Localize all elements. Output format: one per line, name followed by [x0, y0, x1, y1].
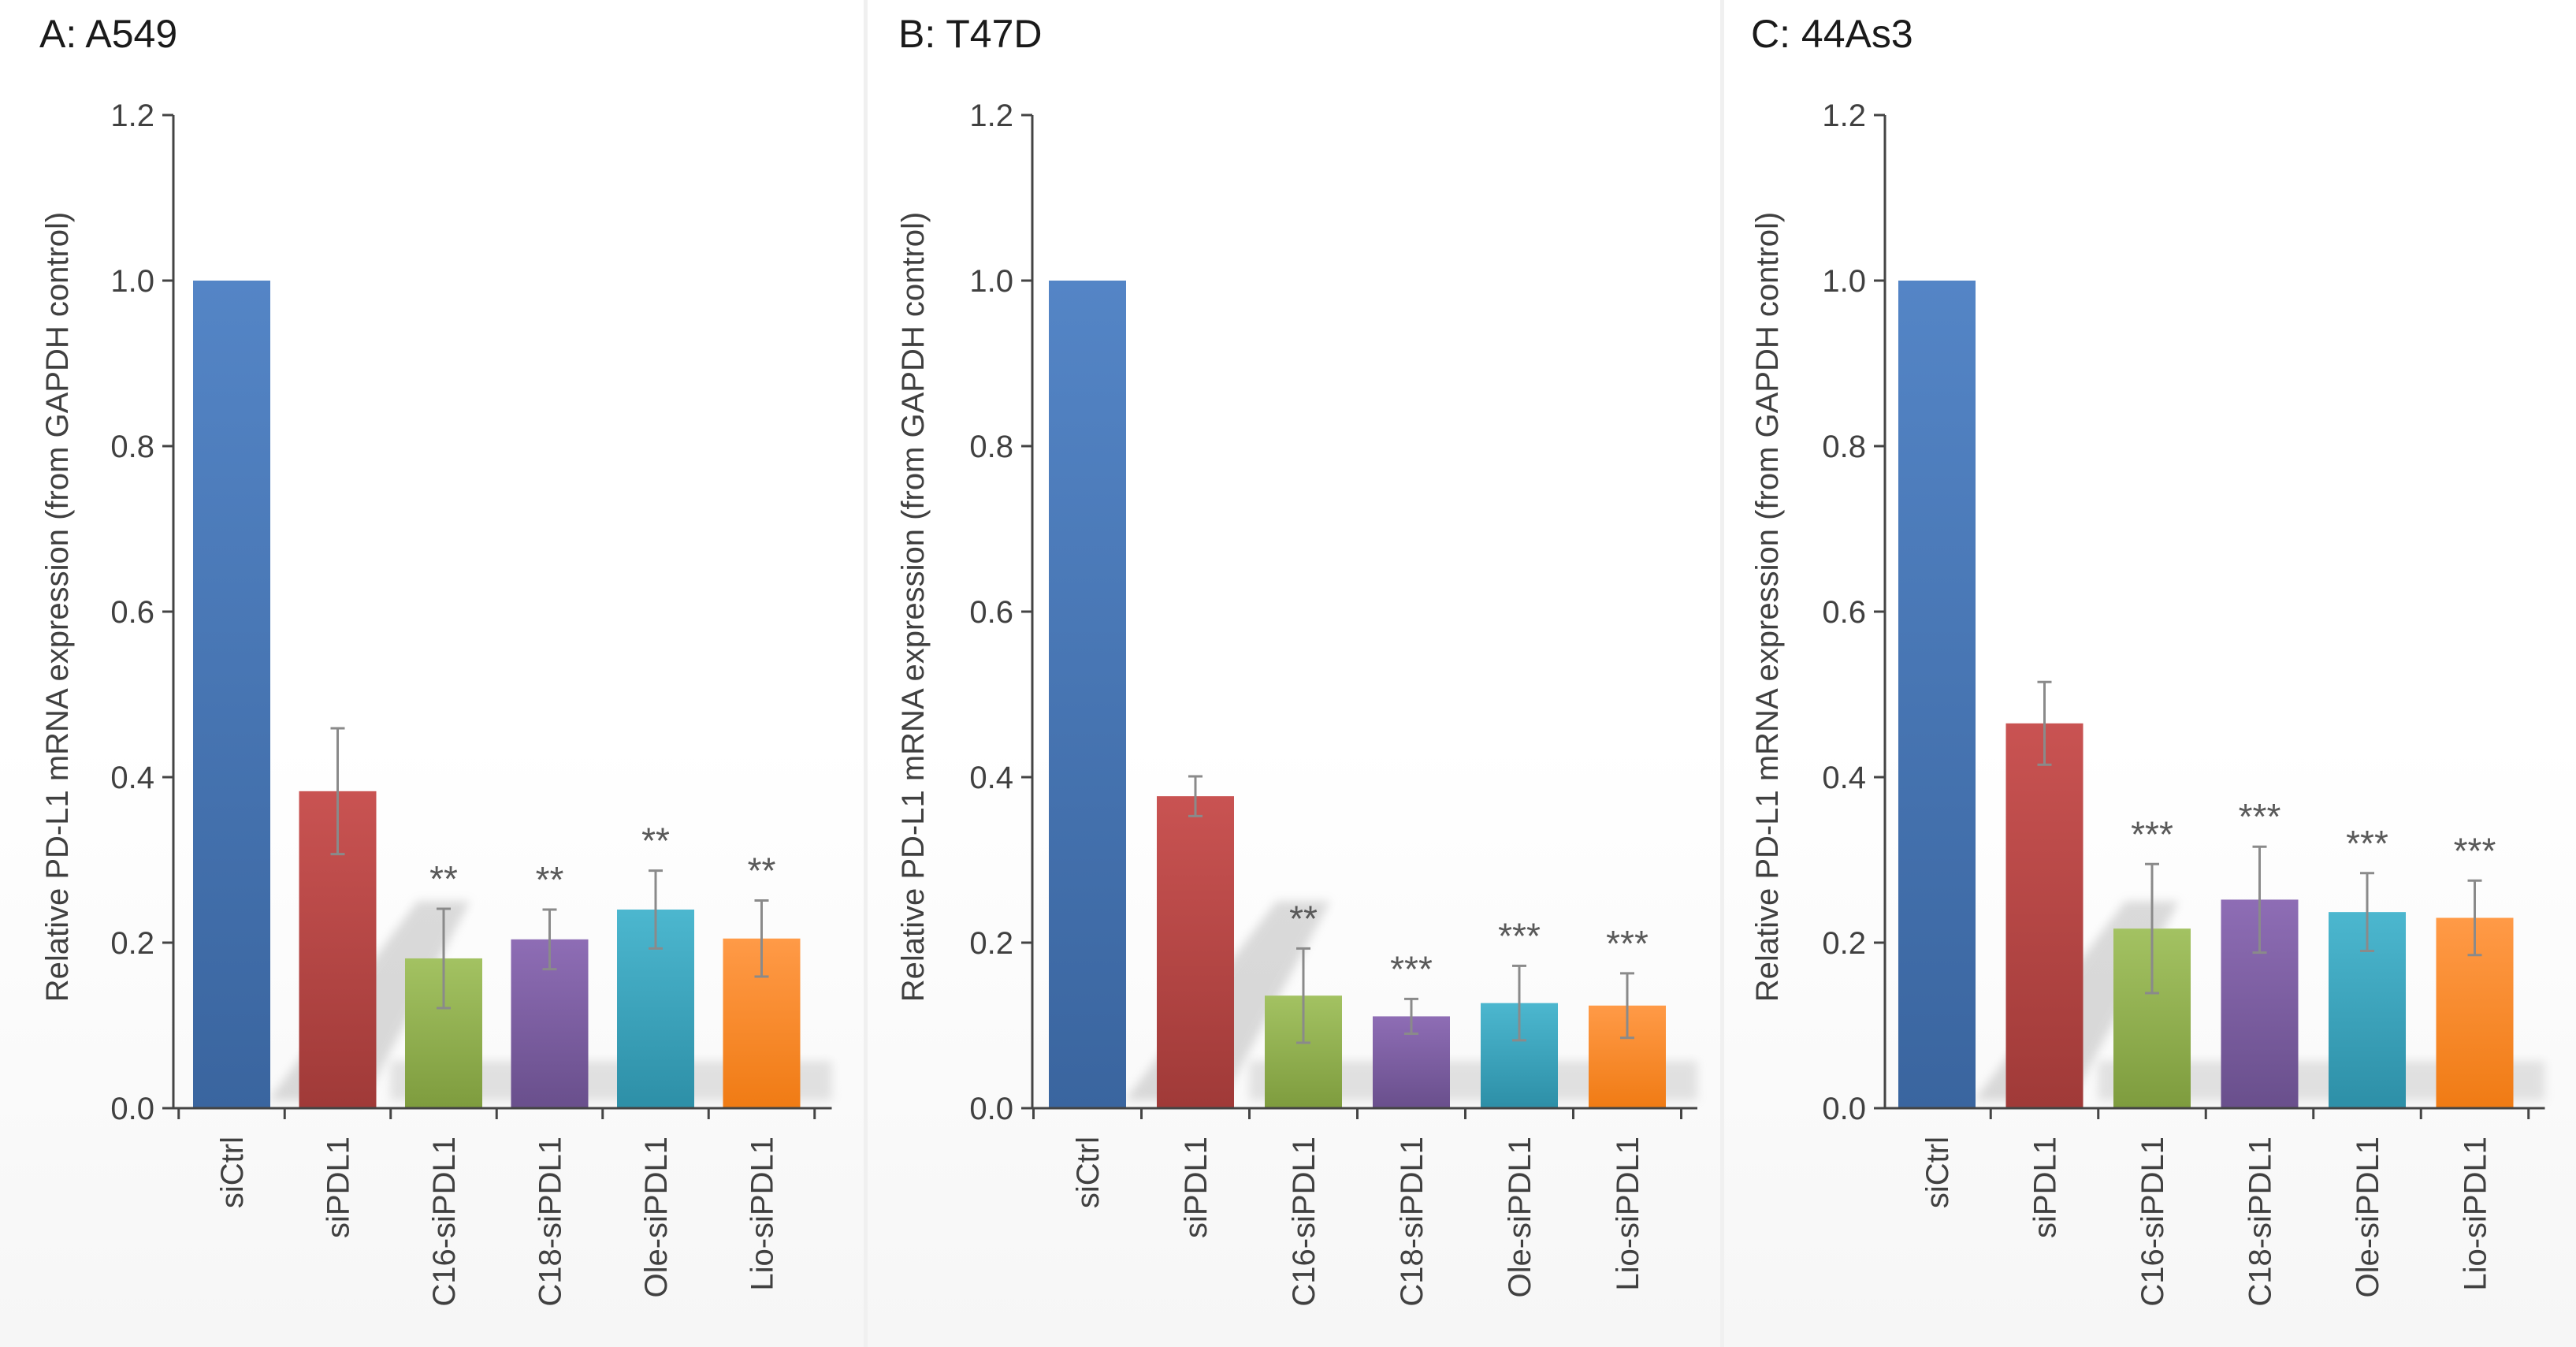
y-tick-label: 0.4: [110, 761, 154, 795]
y-tick-label: 0.8: [110, 430, 154, 464]
panel-title: C: 44As3: [1751, 12, 1913, 56]
significance-marker: **: [1289, 898, 1318, 939]
y-tick-label: 0.2: [969, 926, 1013, 961]
y-tick-label: 0.8: [1822, 430, 1866, 464]
y-tick-label: 0.6: [1822, 595, 1866, 630]
y-tick-label: 1.0: [110, 264, 154, 299]
significance-marker: ***: [1390, 948, 1433, 989]
error-bar: [2145, 862, 2159, 995]
x-tick-label: C18-siPDL1: [533, 1137, 568, 1307]
y-tick-label: 1.2: [110, 99, 154, 133]
error-bar: [2360, 872, 2374, 952]
y-tick-label: 0.4: [969, 761, 1013, 795]
significance-marker: ***: [2239, 796, 2281, 837]
significance-marker: ***: [1606, 923, 1649, 964]
significance-marker: ***: [2346, 823, 2388, 864]
y-tick-label: 0.8: [969, 430, 1013, 464]
bar-sictrl: [193, 281, 270, 1108]
y-tick-label: 1.2: [969, 99, 1013, 133]
x-tick-label: C16-siPDL1: [427, 1137, 462, 1307]
y-tick-label: 1.0: [969, 264, 1013, 299]
bar-sictrl: [1898, 281, 1976, 1108]
error-bar: [2037, 680, 2052, 766]
error-bar: [649, 869, 663, 950]
error-bar: [437, 907, 451, 1010]
y-tick-label: 0.4: [1822, 761, 1866, 795]
error-bar: [2467, 879, 2482, 957]
x-tick-label: C16-siPDL1: [1287, 1137, 1321, 1307]
error-bar: [1404, 997, 1418, 1035]
bar-sipdl1: [2005, 723, 2083, 1108]
error-bar: [1620, 972, 1634, 1040]
panel-divider-1: [864, 0, 868, 1347]
y-tick-label: 0.0: [969, 1092, 1013, 1126]
significance-marker: ***: [2131, 813, 2173, 854]
significance-marker: ***: [1498, 915, 1541, 956]
panel-44as3: C: 44As3 Relative PD-L1 mRNA expression …: [1750, 12, 2545, 1307]
x-tick-label: siCtrl: [1920, 1137, 1955, 1208]
error-bar: [1188, 775, 1203, 817]
error-bar: [754, 899, 769, 978]
y-axis-label: Relative PD-L1 mRNA expression (from GAP…: [1750, 212, 1785, 1003]
y-tick-label: 0.6: [110, 595, 154, 630]
x-tick-label: Ole-siPDL1: [639, 1137, 674, 1298]
significance-marker: ***: [2454, 830, 2496, 871]
bar-sipdl1: [1157, 796, 1234, 1108]
panel-title: A: A549: [39, 12, 177, 56]
bar-sictrl: [1049, 281, 1126, 1108]
x-tick-label: Lio-siPDL1: [2459, 1137, 2493, 1291]
error-bar: [542, 908, 557, 971]
y-tick-label: 0.0: [110, 1092, 154, 1126]
error-bar: [330, 727, 345, 856]
y-tick-label: 0.2: [1822, 926, 1866, 961]
significance-marker: **: [536, 859, 564, 900]
x-tick-label: siCtrl: [1071, 1137, 1106, 1208]
x-tick-label: C18-siPDL1: [1395, 1137, 1429, 1307]
x-tick-label: C18-siPDL1: [2243, 1137, 2278, 1307]
significance-marker: **: [641, 820, 670, 861]
panel-t47d: B: T47D Relative PD-L1 mRNA expression (…: [896, 12, 1697, 1307]
significance-marker: **: [748, 850, 776, 891]
x-tick-label: siPDL1: [2028, 1137, 2063, 1238]
y-tick-label: 0.0: [1822, 1092, 1866, 1126]
y-axis-label: Relative PD-L1 mRNA expression (from GAP…: [896, 212, 931, 1003]
x-tick-label: siPDL1: [322, 1137, 356, 1238]
panel-divider-2: [1720, 0, 1724, 1347]
significance-marker: **: [429, 858, 458, 899]
x-tick-label: siCtrl: [215, 1137, 250, 1208]
error-bar: [1296, 947, 1310, 1044]
y-tick-label: 0.2: [110, 926, 154, 961]
x-tick-label: Lio-siPDL1: [1611, 1137, 1645, 1291]
panel-a-background: [0, 0, 865, 1347]
panel-c-background: [1722, 0, 2576, 1347]
y-tick-label: 1.2: [1822, 99, 1866, 133]
y-tick-label: 1.0: [1822, 264, 1866, 299]
panel-b-background: [865, 0, 1722, 1347]
error-bar: [2252, 845, 2267, 954]
y-tick-label: 0.6: [969, 595, 1013, 630]
x-tick-label: C16-siPDL1: [2136, 1137, 2170, 1307]
x-tick-label: siPDL1: [1179, 1137, 1214, 1238]
y-axis-label: Relative PD-L1 mRNA expression (from GAP…: [40, 212, 75, 1003]
x-tick-label: Lio-siPDL1: [745, 1137, 780, 1291]
panel-a549: A: A549 Relative PD-L1 mRNA expression (…: [39, 12, 832, 1307]
x-tick-label: Ole-siPDL1: [2351, 1137, 2385, 1298]
panel-title: B: T47D: [898, 12, 1043, 56]
error-bar: [1512, 964, 1526, 1042]
x-tick-label: Ole-siPDL1: [1503, 1137, 1537, 1298]
